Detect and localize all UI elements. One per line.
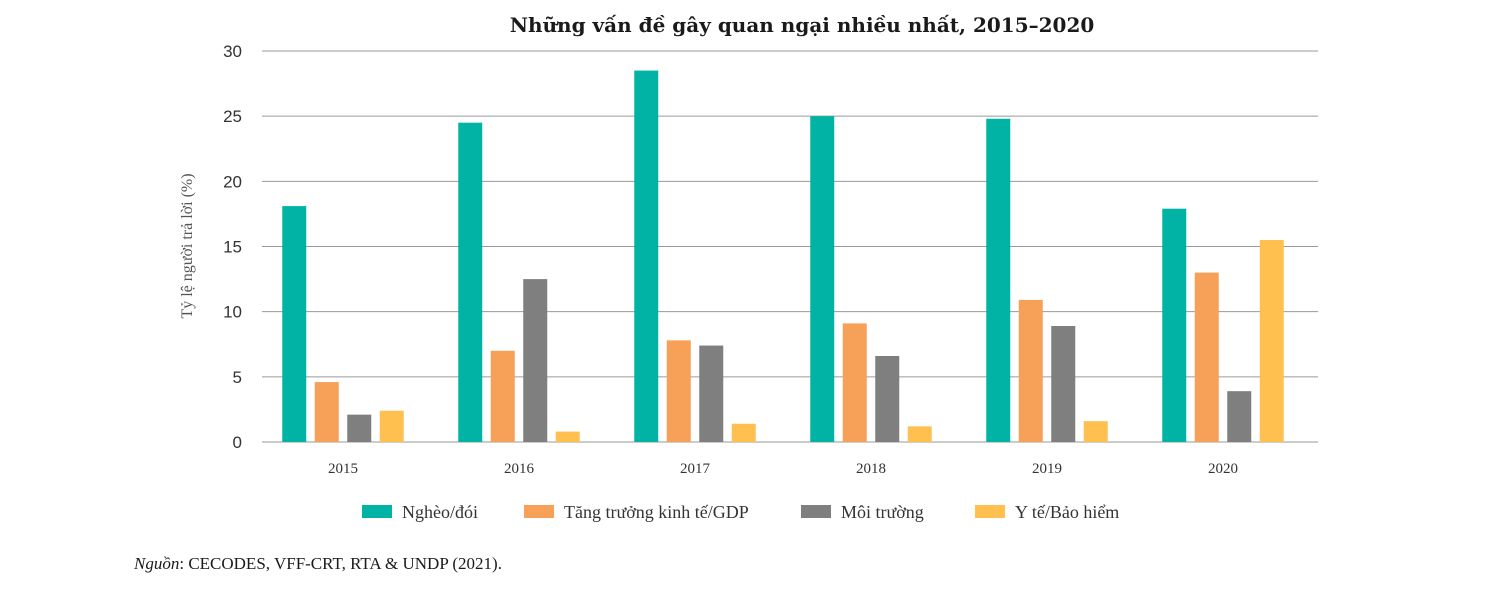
bar-2020-1: [1162, 208, 1187, 442]
legend-label-1: Nghèo/đói: [402, 502, 478, 522]
bar-2020-3: [1227, 391, 1252, 442]
x-tick-label-2015: 2015: [328, 461, 358, 477]
bar-2020-2: [1194, 272, 1219, 442]
y-tick-label-15: 15: [223, 238, 242, 257]
legend-swatch-4: [975, 505, 1005, 518]
bar-2019-2: [1018, 299, 1043, 442]
legend-label-4: Y tế/Bảo hiểm: [1015, 502, 1119, 522]
y-tick-label-20: 20: [223, 172, 242, 191]
bar-2020-4: [1259, 239, 1284, 442]
legend-label-2: Tăng trưởng kinh tế/GDP: [564, 502, 749, 522]
x-tick-label-2018: 2018: [856, 461, 886, 477]
bar-2016-3: [523, 279, 548, 442]
legend-swatch-2: [524, 505, 554, 518]
y-tick-label-5: 5: [233, 368, 242, 387]
bars: [282, 70, 1284, 443]
bar-2016-1: [458, 122, 483, 442]
bar-2015-1: [282, 206, 307, 442]
x-axis-ticks: 2015 2016 2017 2018 2019 2020: [328, 461, 1238, 477]
bar-2015-2: [314, 382, 339, 442]
y-tick-label-0: 0: [233, 433, 242, 452]
y-tick-label-30: 30: [223, 42, 242, 61]
bar-2017-4: [731, 423, 756, 442]
legend: Nghèo/đói Tăng trưởng kinh tế/GDP Môi trườ…: [362, 502, 1119, 522]
y-axis-label: Tỷ lệ người trả lời (%): [179, 173, 196, 318]
bar-2018-4: [907, 426, 932, 442]
bar-2015-4: [379, 410, 404, 442]
legend-label-3: Môi trường: [841, 502, 924, 522]
y-tick-label-10: 10: [223, 303, 242, 322]
legend-swatch-1: [362, 505, 392, 518]
bar-2016-4: [555, 431, 580, 442]
bar-2016-2: [490, 350, 515, 442]
x-tick-label-2020: 2020: [1208, 461, 1238, 477]
bar-2017-3: [699, 345, 724, 442]
y-tick-label-25: 25: [223, 107, 242, 126]
y-axis-ticks: 0 5 10 15 20 25 30: [223, 42, 242, 452]
x-tick-label-2016: 2016: [504, 461, 535, 477]
bar-2018-2: [842, 323, 867, 442]
source-label: Nguồn: [133, 554, 179, 573]
bar-2017-2: [666, 340, 691, 442]
x-tick-label-2017: 2017: [680, 461, 711, 477]
bar-2018-3: [875, 355, 900, 442]
legend-swatch-3: [801, 505, 831, 518]
bar-2017-1: [634, 70, 659, 443]
source-text: : CECODES, VFF-CRT, RTA & UNDP (2021).: [179, 554, 502, 573]
bar-2018-1: [810, 116, 835, 443]
bar-2015-3: [347, 414, 372, 442]
source-note: Nguồn: CECODES, VFF-CRT, RTA & UNDP (202…: [133, 554, 502, 573]
bar-2019-3: [1051, 326, 1076, 442]
bar-2019-1: [986, 118, 1011, 443]
gridlines: [262, 50, 1318, 443]
x-tick-label-2019: 2019: [1032, 461, 1062, 477]
bar-2019-4: [1083, 421, 1108, 442]
chart-title: Những vấn đề gây quan ngại nhiều nhất, 2…: [510, 13, 1095, 37]
